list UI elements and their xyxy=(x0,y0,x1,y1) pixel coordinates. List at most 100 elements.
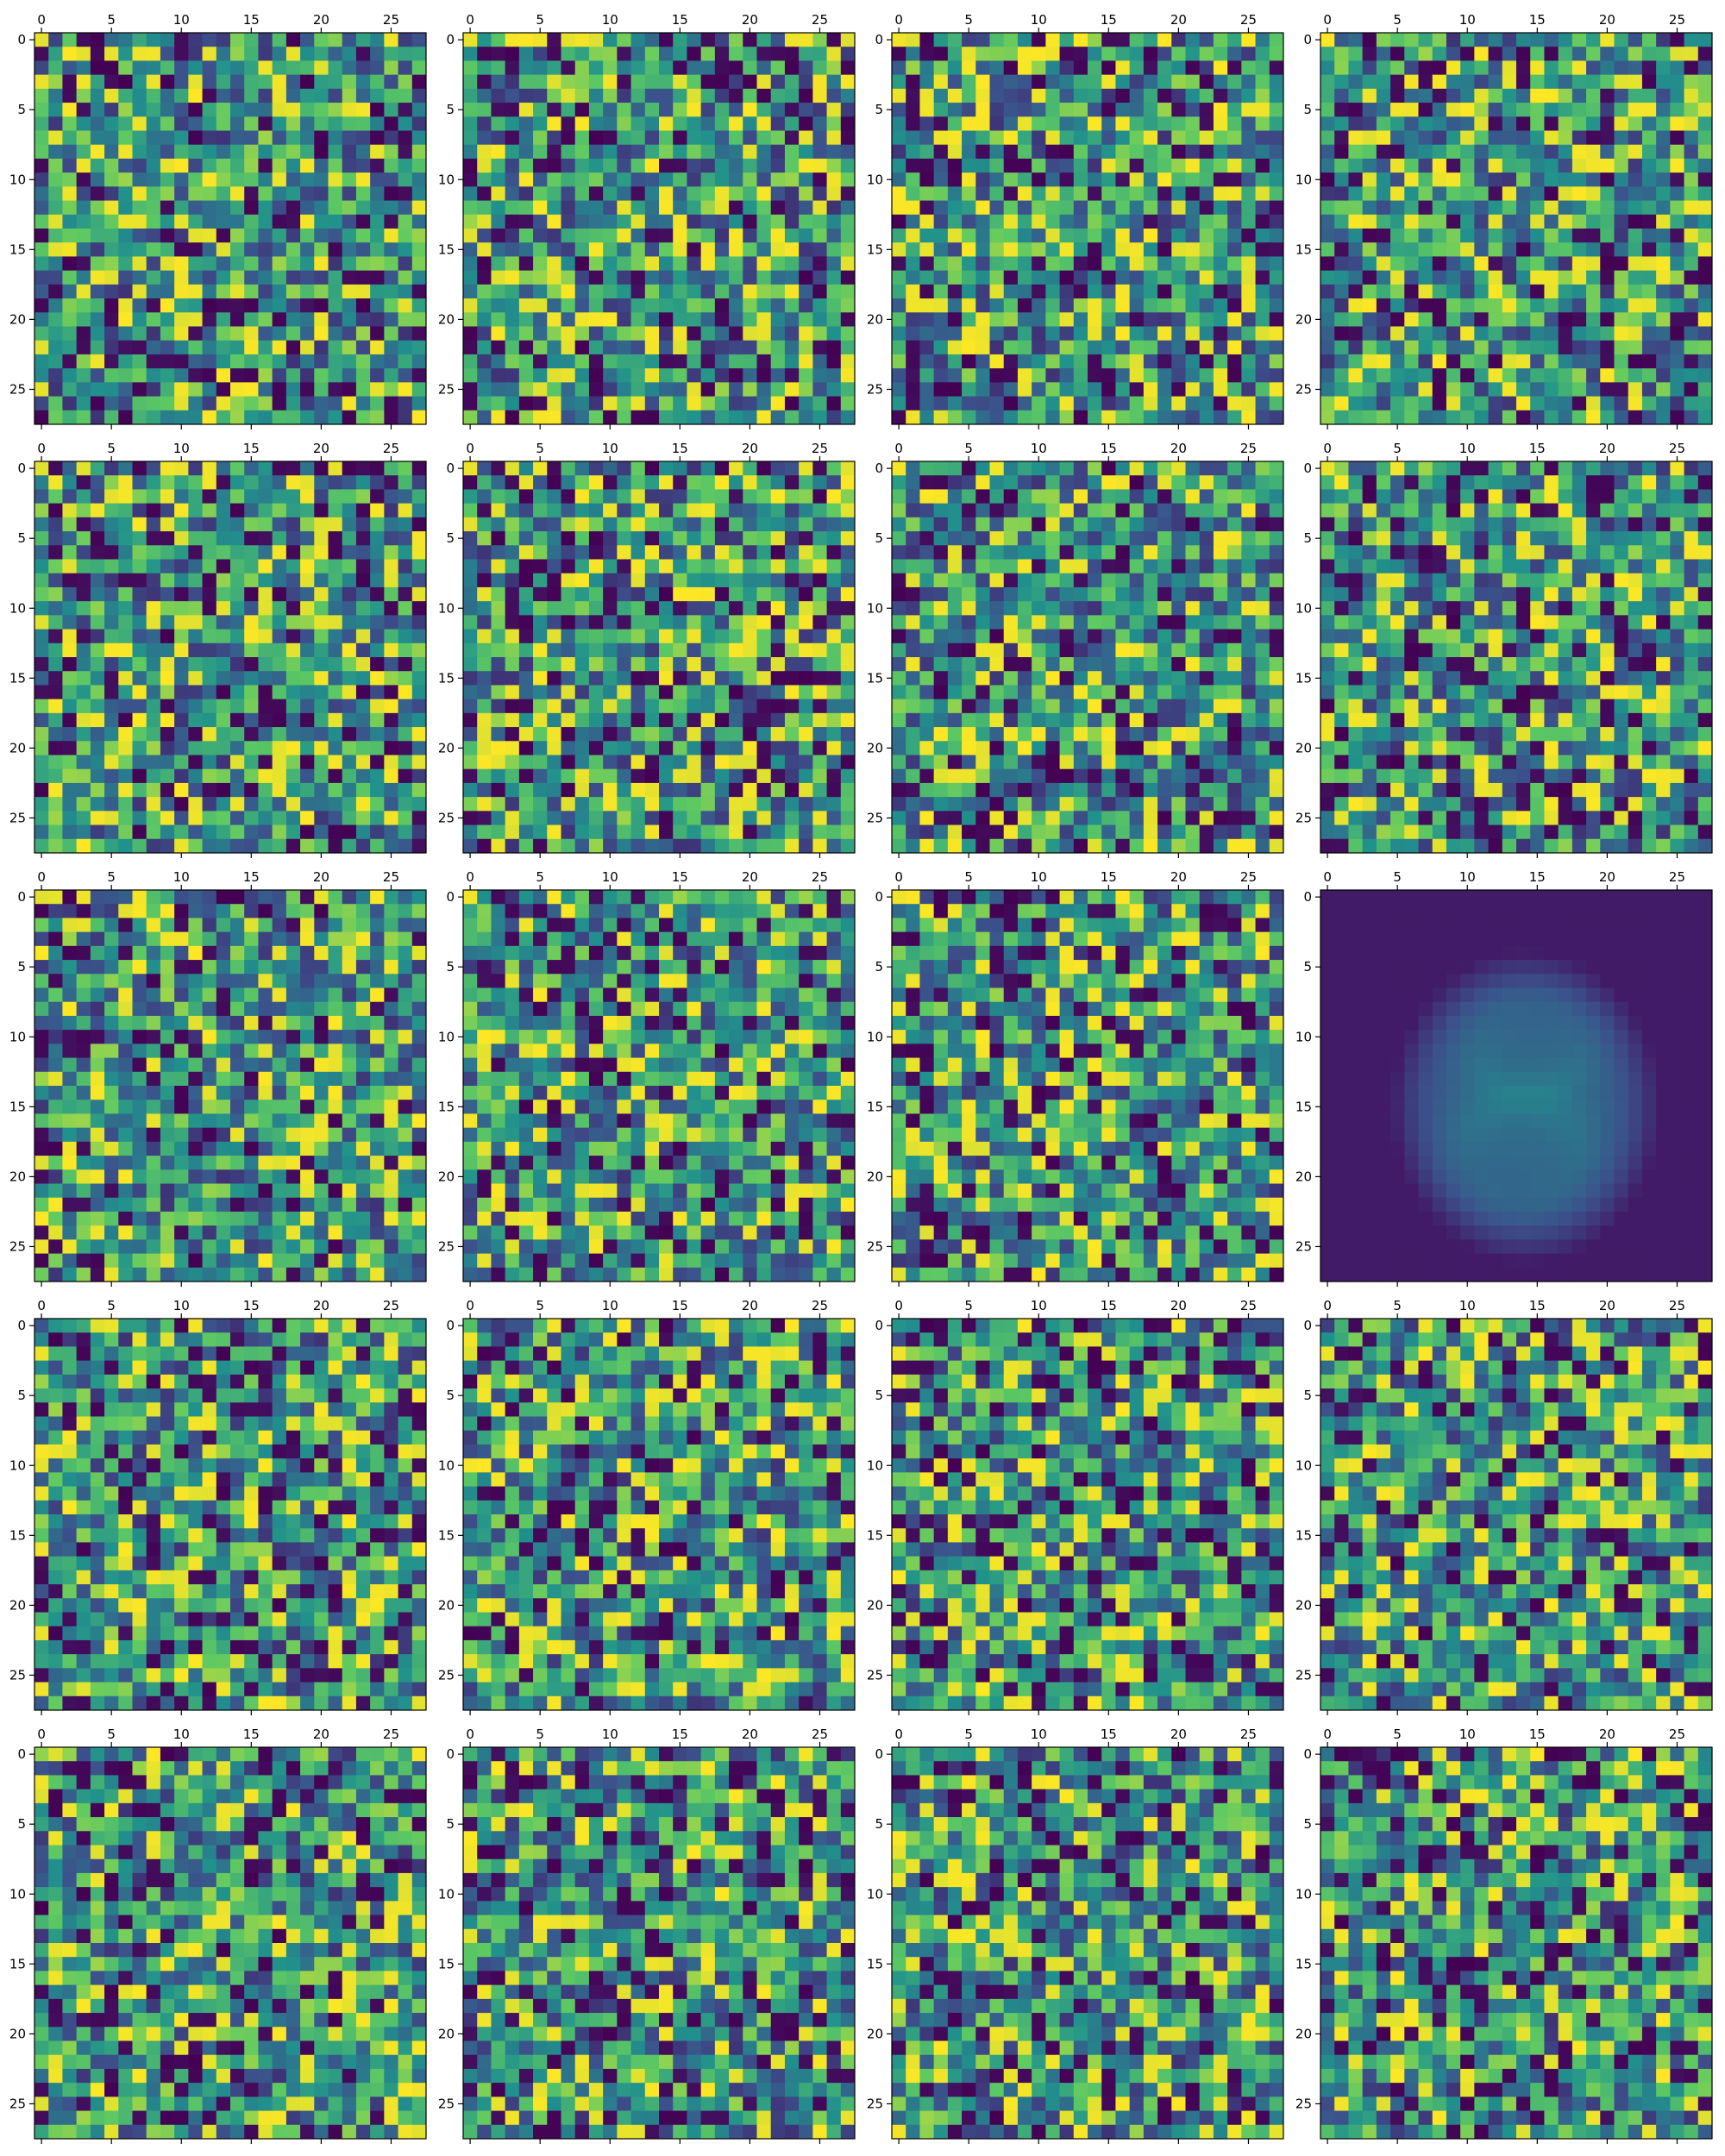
heatmap-cell xyxy=(1115,256,1131,272)
heatmap-cell xyxy=(906,144,920,160)
heatmap-cell xyxy=(132,685,147,700)
heatmap-cell xyxy=(1073,284,1088,299)
heatmap-cell xyxy=(370,573,385,588)
heatmap-cell xyxy=(574,685,590,700)
heatmap-cell xyxy=(1502,354,1517,369)
heatmap-cell xyxy=(90,103,105,117)
heatmap-cell xyxy=(770,797,786,812)
heatmap-cell xyxy=(230,559,245,574)
heatmap-cell xyxy=(617,382,631,397)
heatmap-cell xyxy=(644,586,660,602)
heatmap-cell xyxy=(574,88,590,103)
heatmap-cell xyxy=(714,685,730,700)
heatmap-cell xyxy=(411,615,427,630)
heatmap-cell xyxy=(1656,298,1671,313)
heatmap-cell xyxy=(384,671,398,686)
heatmap-cell xyxy=(505,811,520,825)
heatmap-cell xyxy=(1157,382,1172,397)
heatmap-cell xyxy=(1641,130,1657,146)
heatmap-cell xyxy=(617,811,631,825)
heatmap-cell xyxy=(1255,60,1270,76)
heatmap-cell xyxy=(743,573,757,588)
heatmap-cell xyxy=(906,186,920,201)
heatmap-cell xyxy=(1571,103,1587,117)
heatmap-cell xyxy=(104,144,119,160)
heatmap-cell xyxy=(505,103,520,117)
heatmap-cell xyxy=(398,503,413,518)
heatmap-cell xyxy=(146,601,161,616)
heatmap-cell xyxy=(561,601,576,616)
heatmap-cell xyxy=(1348,270,1364,285)
heatmap-cell xyxy=(285,116,301,131)
heatmap-cell xyxy=(188,410,203,425)
heatmap-cell xyxy=(1641,88,1657,103)
heatmap-cell xyxy=(1227,354,1242,369)
heatmap-cell xyxy=(328,768,343,784)
heatmap-cell xyxy=(714,382,730,397)
heatmap-cell xyxy=(202,144,217,160)
heatmap-cell xyxy=(62,103,78,117)
heatmap-cell xyxy=(463,229,478,243)
heatmap-cell xyxy=(188,503,203,518)
heatmap-cell xyxy=(1600,172,1615,187)
heatmap-cell xyxy=(1390,130,1405,146)
heatmap-cell xyxy=(132,158,147,173)
heatmap-cell xyxy=(687,60,702,76)
heatmap-cell xyxy=(1446,270,1461,285)
heatmap-cell xyxy=(826,531,842,546)
heatmap-cell xyxy=(244,270,259,285)
heatmap-cell xyxy=(892,242,906,257)
heatmap-cell xyxy=(244,214,259,229)
heatmap-cell xyxy=(1656,158,1671,173)
heatmap-cell xyxy=(1171,312,1186,327)
heatmap-cell xyxy=(1059,144,1075,160)
heatmap-cell xyxy=(1171,489,1186,505)
heatmap-cell xyxy=(1269,382,1284,397)
heatmap-cell xyxy=(62,475,78,490)
heatmap-cell xyxy=(1143,475,1158,490)
heatmap-cell xyxy=(505,699,520,714)
heatmap-cell xyxy=(355,242,371,257)
heatmap-cell xyxy=(118,340,133,355)
heatmap-cell xyxy=(1571,47,1587,61)
heatmap-cell xyxy=(617,461,631,476)
heatmap-cell xyxy=(1185,326,1201,342)
heatmap-cell xyxy=(491,256,506,272)
heatmap-cell xyxy=(700,461,716,476)
heatmap-cell xyxy=(258,284,273,299)
heatmap-cell xyxy=(104,284,119,299)
heatmap-cell xyxy=(630,727,646,742)
heatmap-cell xyxy=(603,214,618,229)
heatmap-cell xyxy=(673,671,687,686)
heatmap-cell xyxy=(799,657,813,672)
heatmap-cell xyxy=(673,755,687,770)
heatmap-cell xyxy=(48,242,63,257)
heatmap-cell xyxy=(714,629,730,644)
heatmap-cell xyxy=(784,727,800,742)
heatmap-cell xyxy=(826,396,842,411)
heatmap-cell xyxy=(244,755,259,770)
heatmap-cell xyxy=(62,601,78,616)
heatmap-cell xyxy=(48,601,63,616)
heatmap-cell xyxy=(62,517,78,532)
heatmap-cell xyxy=(1129,298,1145,313)
heatmap-cell xyxy=(743,214,757,229)
heatmap-cell xyxy=(561,503,576,518)
heatmap-cell xyxy=(505,503,520,518)
heatmap-cell xyxy=(1088,130,1102,146)
heatmap-cell xyxy=(1432,172,1447,187)
heatmap-cell xyxy=(1320,130,1335,146)
heatmap-cell xyxy=(588,573,604,588)
heatmap-cell xyxy=(770,657,786,672)
heatmap-cell xyxy=(463,741,478,755)
heatmap-cell xyxy=(34,144,49,160)
heatmap-cell xyxy=(1684,130,1699,146)
heatmap-cell xyxy=(48,517,63,532)
heatmap-cell xyxy=(1586,186,1601,201)
heatmap-cell xyxy=(1185,33,1201,47)
heatmap-cell xyxy=(644,657,660,672)
heatmap-cell xyxy=(328,144,343,160)
heatmap-cell xyxy=(1171,270,1186,285)
heatmap-cell xyxy=(644,755,660,770)
